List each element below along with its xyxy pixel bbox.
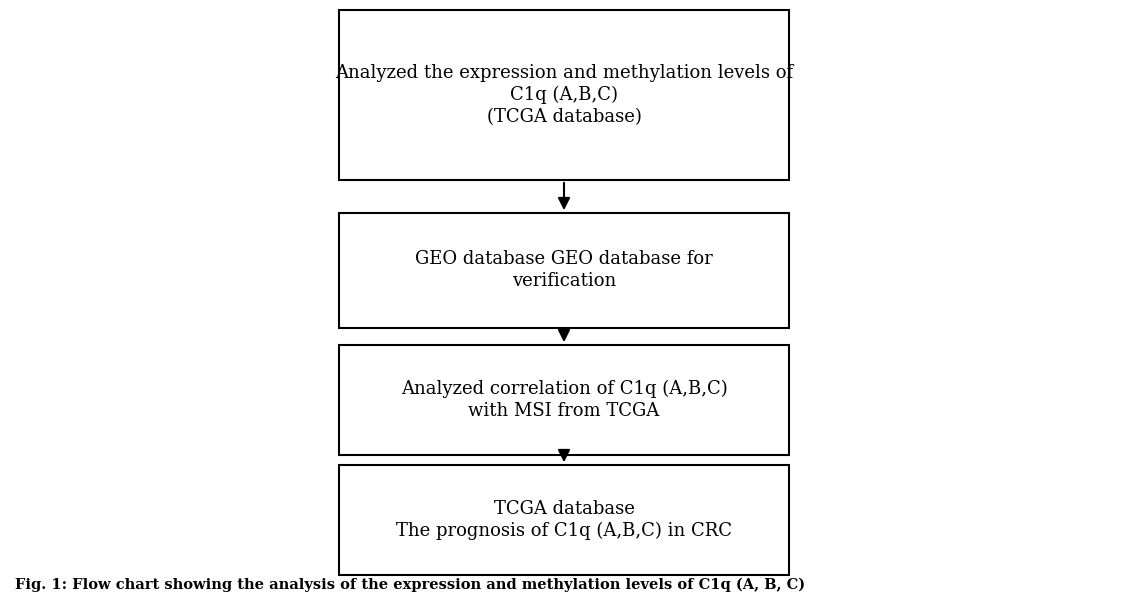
Bar: [339, 213, 789, 327]
Text: The prognosis of C1q (A,B,C) in CRC: The prognosis of C1q (A,B,C) in CRC: [396, 522, 732, 540]
Bar: [339, 465, 789, 575]
Bar: [339, 10, 789, 180]
Text: TCGA database: TCGA database: [493, 500, 634, 518]
Text: verification: verification: [511, 272, 616, 290]
Text: (TCGA database): (TCGA database): [487, 108, 641, 126]
Text: with MSI from TCGA: with MSI from TCGA: [469, 402, 659, 420]
Text: GEO database GEO database for: GEO database GEO database for: [415, 250, 712, 268]
Text: Analyzed correlation of C1q (A,B,C): Analyzed correlation of C1q (A,B,C): [401, 380, 727, 398]
Text: Fig. 1: Flow chart showing the analysis of the expression and methylation levels: Fig. 1: Flow chart showing the analysis …: [15, 578, 805, 592]
Text: C1q (A,B,C): C1q (A,B,C): [510, 86, 618, 104]
Bar: [339, 345, 789, 455]
Text: Analyzed the expression and methylation levels of: Analyzed the expression and methylation …: [335, 64, 793, 82]
